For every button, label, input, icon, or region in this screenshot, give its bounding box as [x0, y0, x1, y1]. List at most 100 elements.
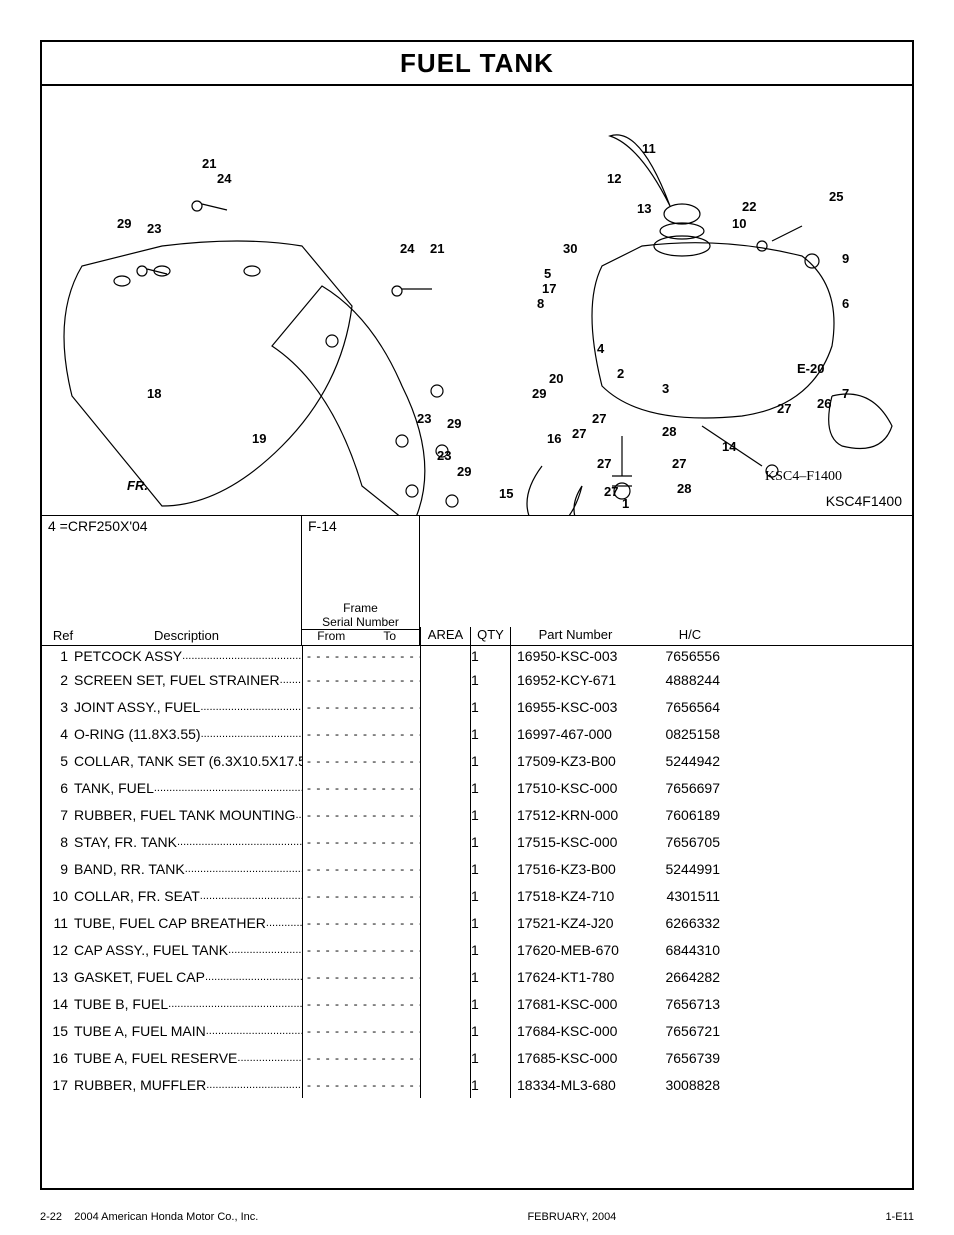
cell-frame: - - - - - - - - - - - - - - - -: [302, 801, 420, 828]
cell-area: [420, 1044, 470, 1071]
callout-20: 20: [549, 371, 563, 386]
cell-part: 17521-KZ4-J20: [510, 909, 640, 936]
cell-qty: 1: [470, 801, 510, 828]
table-row: 7RUBBER, FUEL TANK MOUNTING.............…: [42, 801, 912, 828]
cell-desc: TANK, FUEL..............................…: [72, 780, 302, 796]
cell-area: [420, 963, 470, 990]
callout-17: 17: [542, 281, 556, 296]
cell-ref: 3: [42, 699, 72, 715]
callout-18: 18: [147, 386, 161, 401]
callout-27f: 27: [672, 456, 686, 471]
callout-23: 23: [147, 221, 161, 236]
meta-right: AREA QTY Part Number H/C: [420, 516, 912, 645]
cell-part: 17620-MEB-670: [510, 936, 640, 963]
table-row: 1PETCOCK ASSY...........................…: [42, 646, 912, 666]
callout-8: 8: [537, 296, 544, 311]
title-row: FUEL TANK: [42, 42, 912, 86]
header-area: AREA: [420, 627, 470, 645]
cell-frame: - - - - - - - - - - - - - - - -: [302, 693, 420, 720]
cell-area: [420, 693, 470, 720]
cell-desc: O-RING (11.8X3.55)......................…: [72, 726, 302, 742]
cell-part: 17512-KRN-000: [510, 801, 640, 828]
table-row: 3JOINT ASSY., FUEL......................…: [42, 693, 912, 720]
footer-center: FEBRUARY, 2004: [527, 1211, 616, 1223]
callout-21: 21: [202, 156, 216, 171]
cell-hc: 5244942: [640, 753, 740, 769]
cell-hc: 7656739: [640, 1050, 740, 1066]
table-row: 6TANK, FUEL.............................…: [42, 774, 912, 801]
cell-qty: 1: [470, 936, 510, 963]
cell-hc: 7656721: [640, 1023, 740, 1039]
cell-ref: 1: [42, 648, 72, 664]
callout-21b: 21: [430, 241, 444, 256]
cell-desc: TUBE, FUEL CAP BREATHER.................…: [72, 915, 302, 931]
cell-part: 17518-KZ4-710: [510, 882, 640, 909]
cell-ref: 17: [42, 1077, 72, 1093]
callout-25: 25: [829, 189, 843, 204]
cell-part: 17509-KZ3-B00: [510, 747, 640, 774]
table-row: 2SCREEN SET, FUEL STRAINER..............…: [42, 666, 912, 693]
cell-ref: 9: [42, 861, 72, 877]
table-row: 11TUBE, FUEL CAP BREATHER...............…: [42, 909, 912, 936]
callout-29b: 29: [447, 416, 461, 431]
cell-qty: 1: [470, 720, 510, 747]
callout-29d: 29: [532, 386, 546, 401]
callout-9: 9: [842, 251, 849, 266]
meta-row: 4 =CRF250X'04 Ref Description F-14 Frame…: [42, 516, 912, 646]
table-row: 9BAND, RR. TANK.........................…: [42, 855, 912, 882]
cell-area: [420, 909, 470, 936]
callout-26: 26: [817, 396, 831, 411]
cell-area: [420, 855, 470, 882]
cell-ref: 12: [42, 942, 72, 958]
cell-ref: 11: [42, 915, 72, 931]
cell-area: [420, 720, 470, 747]
cell-ref: 5: [42, 753, 72, 769]
cell-ref: 14: [42, 996, 72, 1012]
cell-qty: 1: [470, 990, 510, 1017]
cell-part: 16955-KSC-003: [510, 693, 640, 720]
header-from: From: [302, 630, 361, 643]
cell-area: [420, 747, 470, 774]
callout-4: 4: [597, 341, 604, 356]
callout-27c: 27: [572, 426, 586, 441]
callout-12: 12: [607, 171, 621, 186]
cell-hc: 0825158: [640, 726, 740, 742]
footer-right: 1-E11: [885, 1211, 914, 1223]
cell-desc: RUBBER, MUFFLER.........................…: [72, 1077, 302, 1093]
cell-hc: 7656556: [640, 648, 740, 664]
cell-qty: 1: [470, 1044, 510, 1071]
cell-area: [420, 1071, 470, 1098]
callout-3: 3: [662, 381, 669, 396]
cell-desc: TUBE A, FUEL RESERVE....................…: [72, 1050, 302, 1066]
cell-desc: BAND, RR. TANK..........................…: [72, 861, 302, 877]
header-part: Part Number: [510, 627, 640, 645]
page-title: FUEL TANK: [400, 48, 554, 79]
cell-qty: 1: [470, 963, 510, 990]
table-row: 13GASKET, FUEL CAP......................…: [42, 963, 912, 990]
cell-part: 17684-KSC-000: [510, 1017, 640, 1044]
cell-qty: 1: [470, 646, 510, 666]
table-row: 4O-RING (11.8X3.55).....................…: [42, 720, 912, 747]
fr-arrow-label: FR.: [127, 478, 148, 493]
meta-model-cell: 4 =CRF250X'04 Ref Description: [42, 516, 302, 645]
callout-19: 19: [252, 431, 266, 446]
cell-qty: 1: [470, 828, 510, 855]
callout-24b: 24: [400, 241, 414, 256]
cell-hc: 6844310: [640, 942, 740, 958]
callout-23c: 23: [437, 448, 451, 463]
callout-e20: E-20: [797, 361, 824, 376]
callout-2: 2: [617, 366, 624, 381]
callout-29c: 29: [457, 464, 471, 479]
callout-28: 28: [662, 424, 676, 439]
diagram-code-bottom: KSC4F1400: [826, 493, 902, 509]
cell-frame: - - - - - - - - - - - - - - - -: [302, 720, 420, 747]
cell-frame: - - - - - - - - - - - - - - - -: [302, 963, 420, 990]
cell-frame: - - - - - - - - - - - - - - - -: [302, 646, 420, 666]
cell-part: 18334-ML3-680: [510, 1071, 640, 1098]
cell-area: [420, 774, 470, 801]
cell-frame: - - - - - - - - - - - - - - - -: [302, 828, 420, 855]
callout-30: 30: [563, 241, 577, 256]
cell-desc: JOINT ASSY., FUEL.......................…: [72, 699, 302, 715]
callout-27b: 27: [592, 411, 606, 426]
cell-desc: SCREEN SET, FUEL STRAINER...............…: [72, 672, 302, 688]
